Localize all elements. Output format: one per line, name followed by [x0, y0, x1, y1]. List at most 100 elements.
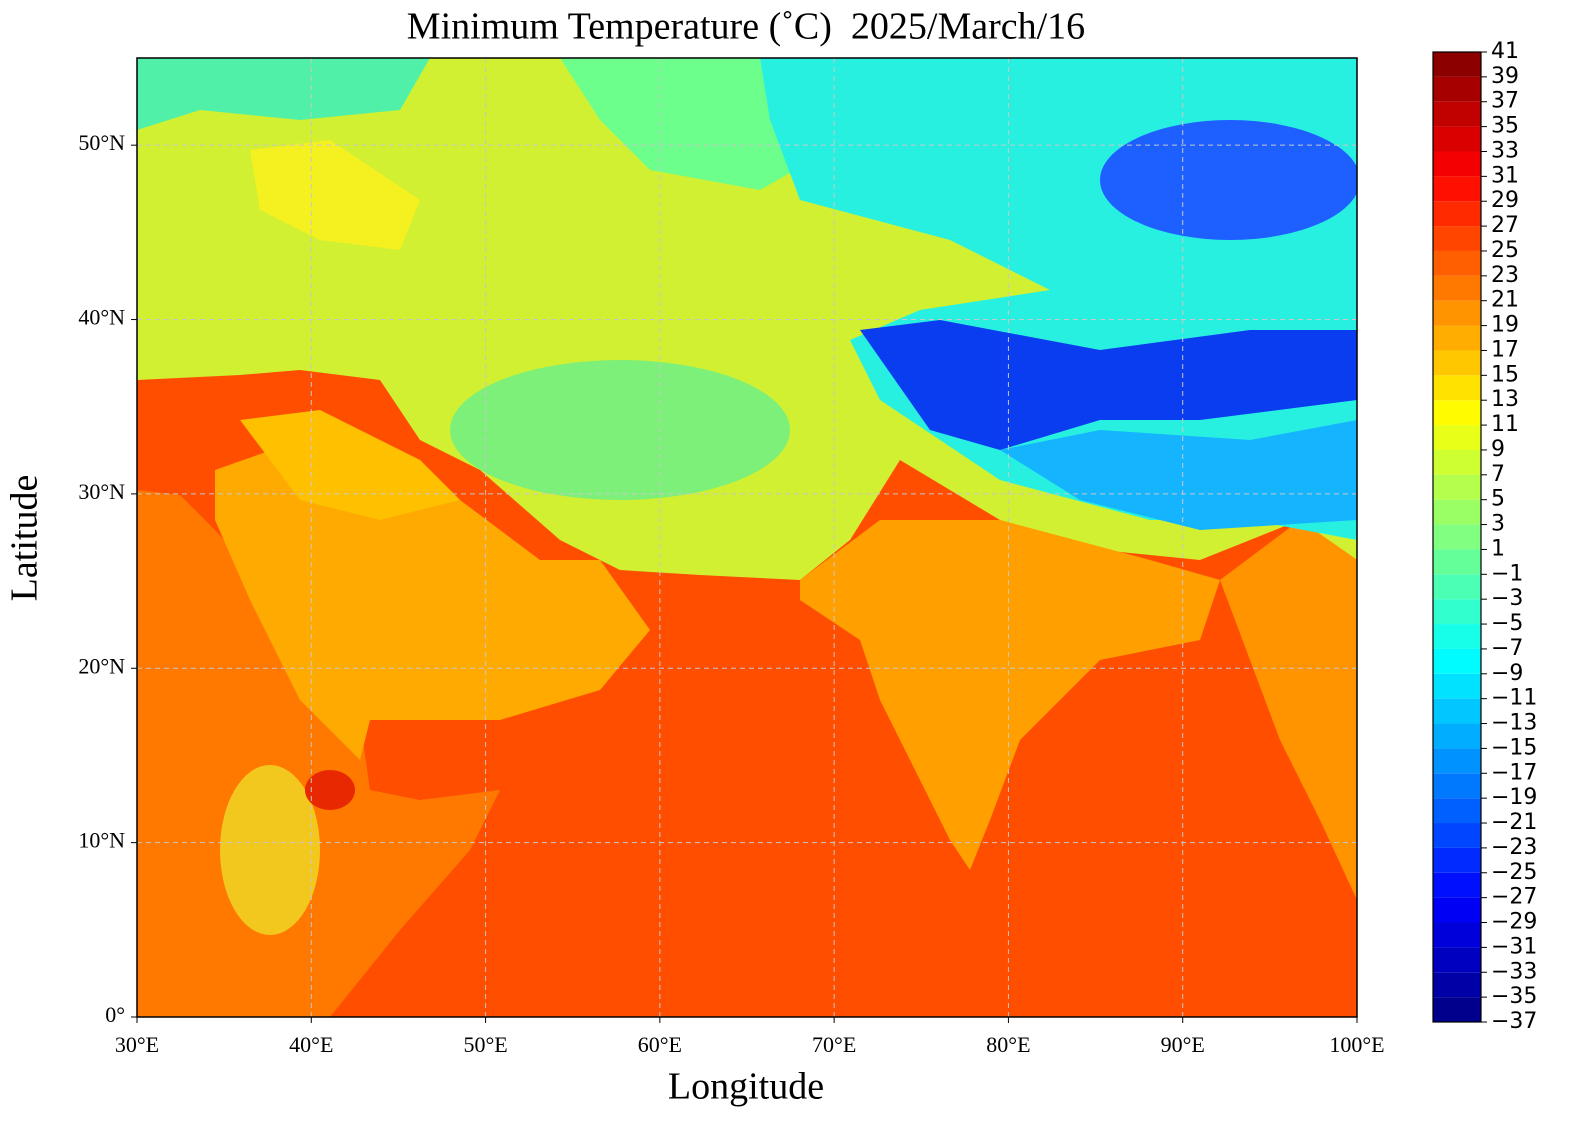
colorbar-tick-label: −37 [1491, 1009, 1537, 1034]
colorbar-tick-label: 23 [1491, 263, 1519, 288]
colorbar-segment [1433, 52, 1481, 77]
colorbar-segment [1433, 624, 1481, 649]
colorbar-tick-label: 5 [1491, 487, 1505, 512]
x-tick-label: 50°E [463, 1032, 507, 1057]
iran-plateau [450, 360, 790, 500]
colorbar-tick-label: −15 [1491, 735, 1537, 760]
x-tick-label: 70°E [812, 1032, 856, 1057]
y-tick-label: 10°N [78, 828, 125, 853]
colorbar-tick-label: 3 [1491, 512, 1505, 537]
y-tick-label: 0° [105, 1002, 125, 1027]
colorbar-tick-label: 15 [1491, 362, 1519, 387]
colorbar-tick-label: −31 [1491, 934, 1537, 959]
north-west [137, 58, 430, 130]
colorbar-segment [1433, 76, 1481, 102]
colorbar-tick-label: 29 [1491, 188, 1519, 213]
colorbar-segment [1433, 599, 1481, 625]
colorbar-frame [1432, 51, 1482, 1023]
colorbar-segment [1433, 673, 1481, 699]
colorbar-tick-label: 35 [1491, 114, 1519, 139]
colorbar-segment [1433, 250, 1481, 276]
y-tick-label: 50°N [78, 130, 125, 155]
colorbar-tick-label: 27 [1491, 213, 1519, 238]
colorbar-segment [1433, 648, 1481, 674]
colorbar-tick-label: −35 [1491, 984, 1537, 1009]
y-axis-label: Latitude [4, 475, 46, 602]
colorbar-segment [1433, 922, 1481, 948]
colorbar-segment [1433, 325, 1481, 351]
colorbar-tick-label: 9 [1491, 437, 1505, 462]
colorbar-tick-label: 17 [1491, 337, 1519, 362]
colorbar-segment [1433, 947, 1481, 973]
x-tick-label: 100°E [1329, 1032, 1384, 1057]
x-tick-label: 30°E [115, 1032, 159, 1057]
x-axis-label: Longitude [668, 1066, 824, 1108]
colorbar-segment [1433, 748, 1481, 774]
colorbar-tick-label: 13 [1491, 387, 1519, 412]
colorbar-tick-label: 39 [1491, 64, 1519, 89]
colorbar-segment [1433, 176, 1481, 202]
colorbar-tick-label: −13 [1491, 711, 1537, 736]
colorbar-tick-label: 19 [1491, 313, 1519, 338]
colorbar-segment [1433, 823, 1481, 848]
colorbar-segment [1433, 425, 1481, 450]
colorbar-tick-label: 1 [1491, 536, 1505, 561]
colorbar-segment [1433, 698, 1481, 724]
colorbar-tick-label: −25 [1491, 860, 1537, 885]
axes: 30°E 40°E 50°E 60°E 70°E 80°E 90°E 100°E 0° 10°N 2… [78, 58, 1385, 1057]
y-tick-label: 30°N [78, 479, 125, 504]
colorbar-segment [1433, 375, 1481, 401]
x-tick-label: 80°E [986, 1032, 1030, 1057]
colorbar-tick-label: 31 [1491, 163, 1519, 188]
colorbar-segment [1433, 997, 1481, 1022]
southeast-asia [1220, 520, 1357, 900]
colorbar-segment [1433, 549, 1481, 575]
colorbar-tick-label: −3 [1491, 586, 1523, 611]
colorbar-segment [1433, 524, 1481, 550]
colorbar-tick-label: 7 [1491, 462, 1505, 487]
colorbar-tick-label: −9 [1491, 661, 1523, 686]
hot-spot [305, 770, 355, 810]
cold-mongolia [1100, 120, 1357, 240]
colorbar-tick-label: −17 [1491, 760, 1537, 785]
colorbar-tick-label: −33 [1491, 959, 1537, 984]
colorbar-tick-label: −11 [1491, 686, 1537, 711]
colorbar-tick-label: −7 [1491, 636, 1523, 661]
x-tick-label: 40°E [289, 1032, 333, 1057]
colorbar-segment [1433, 972, 1481, 998]
colorbar-tick-label: 41 [1491, 39, 1519, 64]
colorbar-tick-label: −27 [1491, 885, 1537, 910]
cold-tibet [860, 320, 1357, 450]
arabia [215, 440, 650, 760]
tibet-south [1000, 420, 1357, 530]
chart-title: Minimum Temperature (˚C) 2025/March/16 [407, 6, 1085, 48]
colorbar-segment [1433, 798, 1481, 824]
colorbar-tick-label: −19 [1491, 785, 1537, 810]
colorbar-segment [1433, 126, 1481, 152]
colorbar-segment [1433, 201, 1481, 227]
steppe [250, 140, 420, 250]
colorbar-segment [1433, 574, 1481, 600]
colorbar-segment [1433, 300, 1481, 326]
arabia-north [240, 410, 460, 520]
colorbar-segment [1433, 847, 1481, 873]
colorbar-segment [1433, 773, 1481, 799]
colorbar-segment [1433, 350, 1481, 376]
colorbar-segment [1433, 474, 1481, 500]
colorbar-tick-label: −23 [1491, 835, 1537, 860]
india [800, 520, 1220, 870]
colorbar-segment [1433, 275, 1481, 301]
colorbar-tick-label: 37 [1491, 89, 1519, 114]
colorbar-segment [1433, 723, 1481, 749]
colorbar-segment [1433, 151, 1481, 177]
colorbar-tick-label: −1 [1491, 561, 1523, 586]
x-tick-label: 60°E [638, 1032, 682, 1057]
x-tick-label: 90°E [1161, 1032, 1205, 1057]
colorbar-tick-label: −21 [1491, 810, 1537, 835]
colorbar-segment [1433, 872, 1481, 898]
highlands [220, 765, 320, 935]
colorbar-segment [1433, 226, 1481, 251]
colorbar-segment [1433, 449, 1481, 475]
temperature-field [137, 58, 1357, 1017]
colorbar-segment [1433, 499, 1481, 525]
